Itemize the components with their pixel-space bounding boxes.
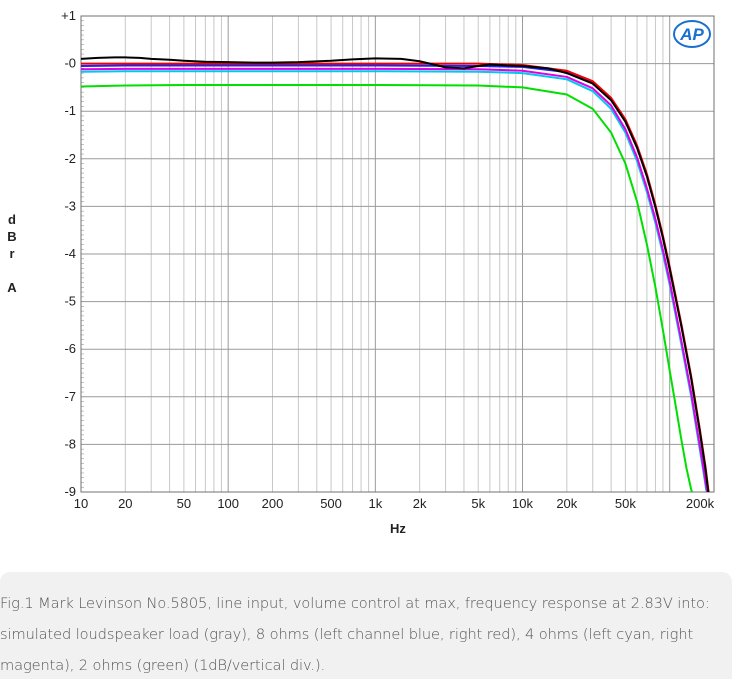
x-tick-label: 20k (556, 496, 577, 511)
y-axis-label-char: r (9, 246, 14, 261)
y-tick-label: -6 (64, 341, 76, 356)
frequency-response-chart: +1 -0 -1 -2 -3 -4 -5 -6 -7 -8 -9 10 20 50 100 200 500 1k… (7, 8, 715, 536)
series-line-0 (81, 84, 694, 492)
x-tick-label: 10 (74, 496, 88, 511)
x-tick-label: 100 (217, 496, 239, 511)
x-tick-label: 1k (368, 496, 382, 511)
y-axis-label: dBr A (7, 212, 17, 295)
y-tick-label: +1 (61, 8, 76, 23)
y-axis-label-char: B (7, 229, 16, 244)
y-tick-labels: +1 -0 -1 -2 -3 -4 -5 -6 -7 -8 -9 (61, 8, 76, 499)
y-axis-label-char: A (7, 280, 17, 295)
y-tick-label: -4 (64, 246, 76, 261)
y-tick-label: -8 (64, 436, 76, 451)
x-tick-label: 10k (512, 496, 533, 511)
ap-logo: AP (673, 20, 711, 48)
plot-frame (80, 15, 715, 493)
x-axis-label: Hz (390, 521, 406, 536)
x-tick-label: 2k (413, 496, 427, 511)
x-tick-label: 50 (177, 496, 191, 511)
series-line-3 (81, 64, 710, 492)
ap-logo-text: AP (679, 25, 704, 44)
x-tick-label: 200 (262, 496, 284, 511)
y-axis-label-char: d (8, 212, 16, 227)
figure-caption-box: Fig.1 Mark Levinson No.5805, line input,… (0, 572, 732, 679)
figure-caption: Fig.1 Mark Levinson No.5805, line input,… (0, 595, 710, 674)
chart-svg: +1 -0 -1 -2 -3 -4 -5 -6 -7 -8 -9 10 20 50 100 200 500 1k… (7, 8, 715, 536)
series-line-5 (81, 56, 710, 492)
series-line-2 (81, 67, 709, 492)
x-tick-label: 50k (615, 496, 636, 511)
y-tick-label: -2 (64, 151, 76, 166)
x-tick-label: 200k (686, 496, 715, 511)
x-tick-label: 500 (320, 496, 342, 511)
x-tick-labels: 10 20 50 100 200 500 1k 2k 5k 10k 20k 50k 200k (74, 496, 715, 511)
series-layer (81, 56, 710, 492)
y-tick-label: -9 (64, 484, 76, 499)
y-tick-label: -5 (64, 294, 76, 309)
y-tick-label: -3 (64, 198, 76, 213)
x-tick-label: 20 (118, 496, 132, 511)
x-tick-label: 5k (471, 496, 485, 511)
series-line-4 (81, 62, 710, 492)
major-grid (81, 16, 714, 492)
y-tick-label: -1 (64, 103, 76, 118)
y-tick-label: -0 (64, 56, 76, 71)
y-tick-label: -7 (64, 389, 76, 404)
